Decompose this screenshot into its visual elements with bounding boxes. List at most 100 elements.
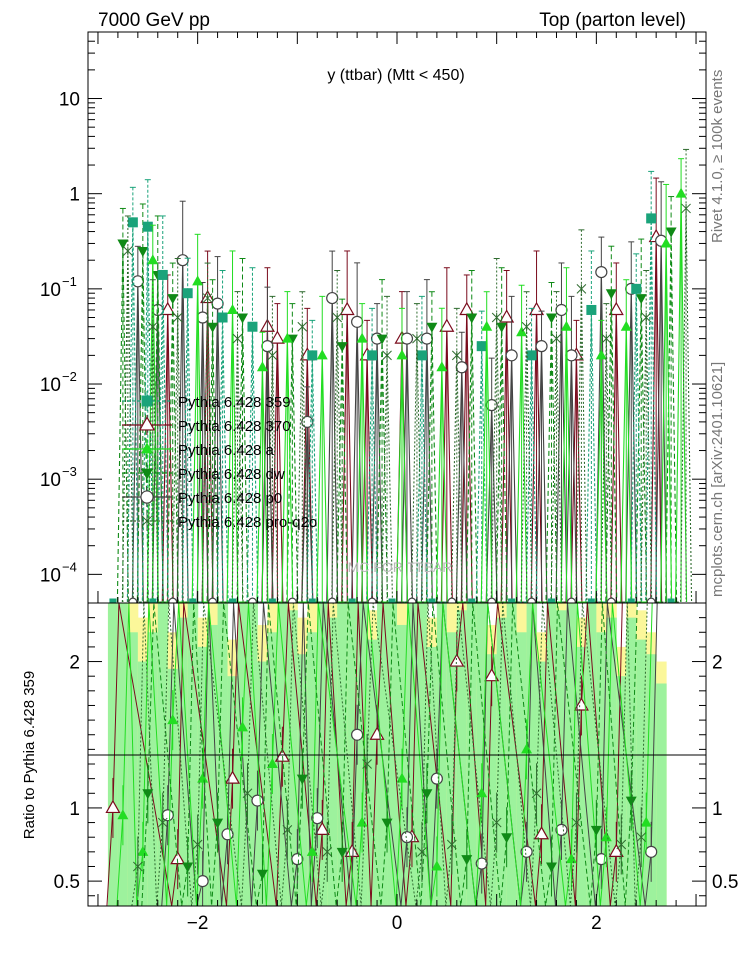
ratio-0-point-9 <box>484 667 500 682</box>
ratio-1-point-9 <box>475 857 488 870</box>
band-inner-10 <box>207 624 219 906</box>
x-tick-label-2: 2 <box>591 913 602 934</box>
band-inner-3 <box>137 661 149 906</box>
floor-point-28 <box>667 598 675 603</box>
floor-point-1 <box>128 597 138 603</box>
ratio-0-point-0 <box>105 799 121 814</box>
series-5-point-4 <box>232 333 243 344</box>
series-0-point-3 <box>269 330 285 344</box>
floor-point-15 <box>407 597 417 603</box>
ratio-0-point-12 <box>608 843 624 857</box>
series-0-point-8 <box>439 318 455 332</box>
series-3-point-11 <box>586 304 597 315</box>
series-2-point-3 <box>167 294 179 305</box>
floor-point-16 <box>428 598 436 603</box>
band-inner-6 <box>167 668 179 906</box>
ratio-2-point-13 <box>600 831 612 842</box>
y-tick-label-3: 10 <box>40 375 61 396</box>
ratio-plot-area <box>105 603 658 906</box>
floor-point-21 <box>527 597 537 603</box>
ratio-1-point-8 <box>430 772 443 785</box>
floor-point-12 <box>348 598 356 603</box>
plot-title: y (ttbar) (Mtt < 450) <box>327 67 464 84</box>
rivet-label: Rivet 4.1.0, ≥ 100k events <box>709 70 726 243</box>
series-2-point-1 <box>137 246 149 257</box>
series-2-point-9 <box>426 322 438 333</box>
band-inner-47 <box>576 646 587 906</box>
ratio-4-point-5 <box>322 846 333 857</box>
ratio-ylabel: Ratio to Pythia 6.428 359 <box>21 671 38 839</box>
floor-point-9 <box>287 597 297 603</box>
series-3-point-8 <box>416 350 427 361</box>
series-4-point-0 <box>147 254 159 265</box>
series-4-point-13 <box>620 320 632 331</box>
series-1-point-6 <box>301 415 314 428</box>
ratio-4-point-1 <box>157 817 168 828</box>
series-line-5 <box>121 208 693 603</box>
ratio-0-point-4 <box>314 821 330 835</box>
ratio-4-point-2 <box>192 839 203 850</box>
floor-point-0 <box>109 598 117 603</box>
floor-point-23 <box>566 597 576 603</box>
series-5-point-17 <box>681 203 691 214</box>
ratio-1-point-4 <box>291 853 304 866</box>
series-1-point-2 <box>176 254 189 267</box>
series-2-point-8 <box>376 334 388 345</box>
series-3-point-9 <box>476 341 487 352</box>
series-3-point-10 <box>526 350 537 361</box>
ratio-4-point-7 <box>417 846 427 857</box>
legend-label-1: Pythia 6.428 370 <box>178 418 291 435</box>
ratio-0-point-8 <box>449 653 465 667</box>
ratio-4-point-9 <box>491 817 502 828</box>
watermark: MC FOR TTBAR <box>348 559 453 575</box>
series-1-point-11 <box>420 332 434 345</box>
y-tick-exp-2: −1 <box>62 274 77 289</box>
floor-point-4 <box>189 598 197 603</box>
ratio-4-point-12 <box>616 839 627 850</box>
main-plot-area <box>109 148 693 603</box>
series-5-point-7 <box>332 312 343 323</box>
floor-point-2 <box>149 598 157 603</box>
ratio-3-point-12 <box>625 796 637 807</box>
ratio-2-point-7 <box>356 816 368 827</box>
ratio-2-point-2 <box>167 714 179 725</box>
y-tick-exp-4: −3 <box>62 464 77 479</box>
series-5-point-1 <box>147 321 158 332</box>
x-tick-label-1: 0 <box>392 913 403 934</box>
series-5-point-16 <box>641 312 652 323</box>
floor-point-25 <box>606 597 616 603</box>
legend-marker-3 <box>140 468 154 480</box>
series-1-point-15 <box>535 340 548 353</box>
series-4-point-4 <box>281 332 293 343</box>
ratio-tick-label-right-0: 0.5 <box>712 872 738 893</box>
series-2-point-4 <box>207 322 219 333</box>
series-5-point-8 <box>382 350 392 361</box>
band-inner-4 <box>147 632 159 906</box>
ratio-2-point-14 <box>640 816 652 827</box>
y-tick-exp-3: −2 <box>62 369 77 384</box>
series-5-point-10 <box>451 350 462 361</box>
legend-marker-1 <box>138 416 156 431</box>
series-0-point-9 <box>459 301 475 316</box>
series-3-point-6 <box>307 350 318 361</box>
y-tick-exp-5: −4 <box>62 559 77 574</box>
ratio-1-point-1 <box>196 875 209 888</box>
ratio-2-point-5 <box>266 758 278 769</box>
series-2-point-11 <box>496 322 508 333</box>
series-2-point-10 <box>466 313 478 324</box>
legend-label-2: Pythia 6.428 a <box>178 442 275 459</box>
series-5-point-0 <box>123 246 133 256</box>
series-0-point-0 <box>160 301 176 316</box>
ratio-3-point-8 <box>461 855 473 866</box>
series-1-point-16 <box>555 303 568 317</box>
series-4-point-9 <box>481 320 493 331</box>
ratio-2-point-4 <box>237 721 248 732</box>
series-4-point-5 <box>316 349 328 360</box>
ratio-4-point-4 <box>282 825 293 835</box>
y-tick-label-2: 10 <box>40 280 61 301</box>
floor-point-11 <box>327 597 337 603</box>
ratio-3-point-0 <box>142 789 154 800</box>
ratio-2-point-12 <box>565 853 577 864</box>
band-inner-50 <box>606 617 617 906</box>
ratio-4-point-0 <box>132 861 143 872</box>
